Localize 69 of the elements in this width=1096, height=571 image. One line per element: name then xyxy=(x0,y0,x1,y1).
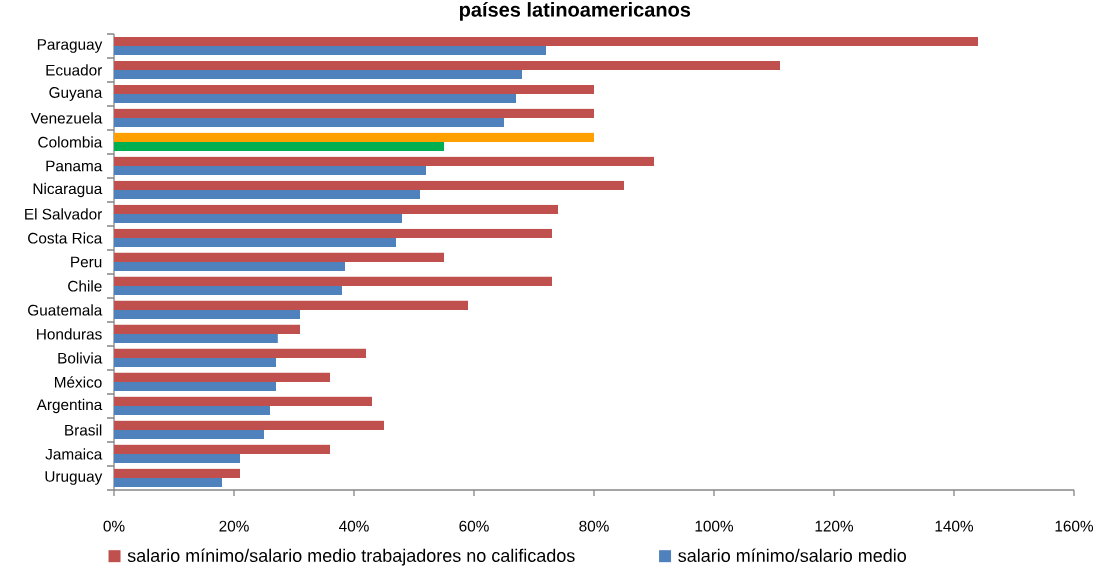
bar xyxy=(114,453,241,464)
bar xyxy=(114,420,385,430)
y-tick-label: Uruguay xyxy=(45,471,103,485)
bar xyxy=(114,300,469,310)
x-tick-label: 80% xyxy=(579,520,609,532)
y-tick-label: Paraguay xyxy=(37,39,103,53)
y-tick-label: México xyxy=(54,376,102,388)
x-tick-label: 40% xyxy=(339,520,369,532)
bar xyxy=(114,60,780,70)
bar xyxy=(114,444,331,454)
bar xyxy=(114,93,517,104)
legend-label: salario mínimo/salario medio trabajadores no calificados xyxy=(127,548,575,566)
y-tick-label: Jamaica xyxy=(45,448,103,460)
x-tick-label: 20% xyxy=(219,520,249,532)
bar xyxy=(114,372,331,382)
bar xyxy=(114,180,625,190)
x-tick-label: 160% xyxy=(1055,520,1094,532)
x-tick-label: 120% xyxy=(815,520,854,532)
y-tick-label: Colombia xyxy=(38,136,103,148)
bar xyxy=(114,252,444,262)
x-tick-label: 60% xyxy=(459,520,489,532)
bar xyxy=(114,396,373,406)
x-tick-label: 100% xyxy=(695,520,734,532)
bar xyxy=(114,324,301,334)
y-tick-label: Argentina xyxy=(36,398,103,414)
bar xyxy=(114,84,594,94)
bar xyxy=(114,348,367,358)
bar xyxy=(114,429,265,440)
bar xyxy=(114,309,301,320)
bar xyxy=(114,477,223,488)
y-tick-label: Venezuela xyxy=(30,112,103,124)
y-tick-label: Panama xyxy=(46,160,103,172)
bar xyxy=(114,381,277,392)
bar xyxy=(114,228,552,238)
bar xyxy=(114,357,277,368)
legend-label: salario mínimo/salario medio xyxy=(678,548,906,562)
y-tick-label: Chile xyxy=(68,280,102,292)
bar xyxy=(114,333,278,344)
x-tick-label: 140% xyxy=(935,520,974,532)
bar xyxy=(114,166,427,176)
y-tick-label: Guatemala xyxy=(28,304,103,316)
bar xyxy=(114,117,505,128)
bar xyxy=(114,156,654,166)
y-tick-label: Costa Rica xyxy=(28,232,103,244)
bar xyxy=(114,213,403,224)
bar xyxy=(114,285,343,296)
y-tick-label: Peru xyxy=(71,256,102,268)
y-tick-label: Brasil xyxy=(65,424,102,436)
chart-title: países latinoamericanos xyxy=(459,1,691,21)
bar xyxy=(114,189,421,200)
bar xyxy=(114,142,444,152)
y-tick-label: Guyana xyxy=(49,87,103,101)
y-tick-label: Honduras xyxy=(37,328,102,340)
bar xyxy=(114,237,397,248)
bar xyxy=(114,405,271,416)
x-tick-label: 0% xyxy=(103,520,125,532)
bar xyxy=(114,132,594,142)
bar xyxy=(114,45,547,56)
y-tick-label: El Salvador xyxy=(25,208,103,220)
bar xyxy=(114,204,559,214)
bar xyxy=(114,261,346,272)
y-tick-label: Bolivia xyxy=(58,352,103,364)
y-tick-label: Nicaragua xyxy=(33,182,103,198)
y-tick-label: Ecuador xyxy=(46,64,103,76)
bar xyxy=(114,276,552,286)
bar xyxy=(114,36,978,46)
bar xyxy=(114,468,241,478)
bar xyxy=(114,108,594,118)
bar xyxy=(114,69,523,80)
